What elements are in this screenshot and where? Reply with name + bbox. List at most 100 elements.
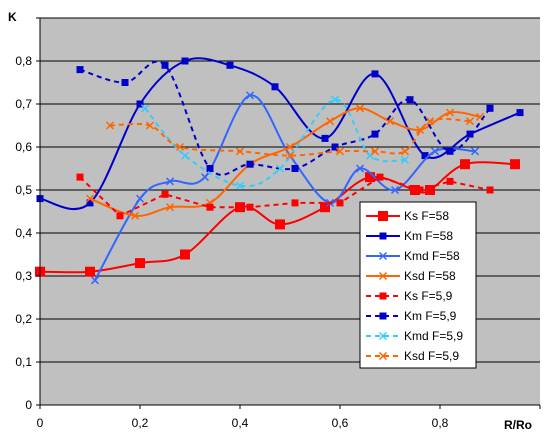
series-line: [89, 107, 481, 217]
legend-item: Kmd F=5,9: [366, 329, 463, 343]
data-point: [400, 147, 410, 156]
legend-label: Km F=58: [404, 229, 453, 243]
data-point: [275, 164, 285, 173]
data-point: [335, 147, 345, 156]
x-tick-label: 0: [37, 416, 44, 430]
legend-marker: [378, 351, 388, 361]
data-point: [90, 276, 100, 285]
data-point: [330, 95, 340, 104]
axes: 0 0,1 0,2 0,3 0,4 0,5 0,6 0,7 0,8 0 0,2 0,4 0,6 0,8: [15, 17, 541, 430]
data-point: [271, 83, 279, 91]
data-point: [390, 185, 400, 195]
data-point: [85, 266, 95, 277]
data-point: [275, 219, 285, 230]
data-point: [320, 202, 330, 213]
data-point: [235, 147, 245, 156]
legend-item: Ksd F=5,9: [366, 349, 459, 363]
x-tick-label: 0,4: [232, 416, 249, 430]
data-point: [285, 151, 295, 160]
data-point: [430, 147, 440, 156]
legend-marker: [379, 232, 387, 240]
legend: Ks F=58 Km F=58 Kmd F=58 Ksd F=58 Ks F=5,9 Km…: [359, 201, 477, 369]
data-point: [161, 61, 169, 69]
data-point: [406, 96, 414, 104]
series-4: [76, 173, 494, 220]
data-point: [85, 194, 95, 203]
data-point: [140, 104, 150, 113]
data-point: [291, 165, 299, 172]
data-point: [446, 177, 454, 185]
data-point: [145, 121, 155, 130]
data-point: [285, 142, 295, 152]
y-tick-label: 0,2: [15, 312, 32, 326]
legend-label: Km F=5,9: [404, 309, 457, 323]
data-point: [161, 190, 169, 198]
y-tick-label: 0,7: [15, 97, 32, 111]
x-axis-title: R/Ro: [504, 418, 532, 432]
data-point: [291, 199, 299, 207]
legend-item: Ksd F=58: [366, 269, 456, 283]
data-point: [355, 164, 365, 173]
series-7: [105, 117, 475, 160]
legend-item: Km F=5,9: [366, 309, 457, 323]
data-point: [355, 104, 365, 113]
legend-marker: [379, 312, 387, 320]
data-point: [206, 165, 214, 172]
data-point: [130, 211, 140, 220]
data-point: [425, 117, 435, 126]
data-point: [206, 203, 214, 211]
data-point: [365, 172, 375, 183]
data-point: [135, 258, 145, 269]
data-point: [180, 249, 190, 260]
data-point: [325, 117, 335, 126]
series-line: [94, 94, 476, 281]
data-point: [180, 151, 190, 160]
data-point: [136, 100, 144, 108]
data-point: [121, 79, 129, 86]
data-point: [421, 152, 429, 160]
legend-box: [359, 201, 477, 369]
legend-label: Ks F=58: [404, 209, 449, 223]
data-point: [226, 61, 234, 69]
data-point: [246, 160, 254, 168]
data-point: [410, 185, 420, 195]
y-tick-label: 0,6: [15, 140, 32, 154]
data-point: [465, 117, 475, 126]
data-point: [486, 104, 494, 112]
legend-marker: [378, 251, 388, 261]
data-point: [331, 143, 339, 151]
data-point: [336, 199, 344, 207]
data-point: [175, 142, 185, 152]
data-point: [425, 185, 435, 195]
x-tick-label: 0,6: [332, 416, 349, 430]
data-point: [370, 147, 380, 156]
legend-item: Ks F=5,9: [366, 289, 453, 303]
data-point: [86, 199, 94, 207]
legend-label: Ks F=5,9: [404, 289, 453, 303]
series-layer: [35, 57, 524, 285]
data-point: [376, 173, 384, 181]
y-tick-label: 0,8: [15, 54, 32, 68]
data-point: [76, 66, 84, 74]
legend-item: Ks F=58: [366, 209, 449, 223]
data-point: [321, 134, 329, 142]
legend-marker: [378, 331, 388, 341]
data-point: [235, 181, 245, 190]
data-point: [466, 130, 474, 138]
data-point: [246, 203, 254, 211]
data-point: [416, 186, 424, 194]
legend-label: Ksd F=58: [404, 269, 456, 283]
data-point: [76, 173, 84, 181]
legend-marker: [378, 271, 388, 281]
y-tick-label: 0,3: [15, 269, 32, 283]
data-point: [371, 130, 379, 138]
y-tick-label: 0: [25, 398, 32, 412]
data-point: [135, 194, 145, 203]
data-point: [371, 70, 379, 78]
legend-item: Kmd F=58: [366, 249, 460, 263]
legend-marker: [379, 292, 387, 300]
data-point: [165, 177, 175, 186]
data-point: [245, 91, 255, 100]
legend-item: Km F=58: [366, 229, 453, 243]
